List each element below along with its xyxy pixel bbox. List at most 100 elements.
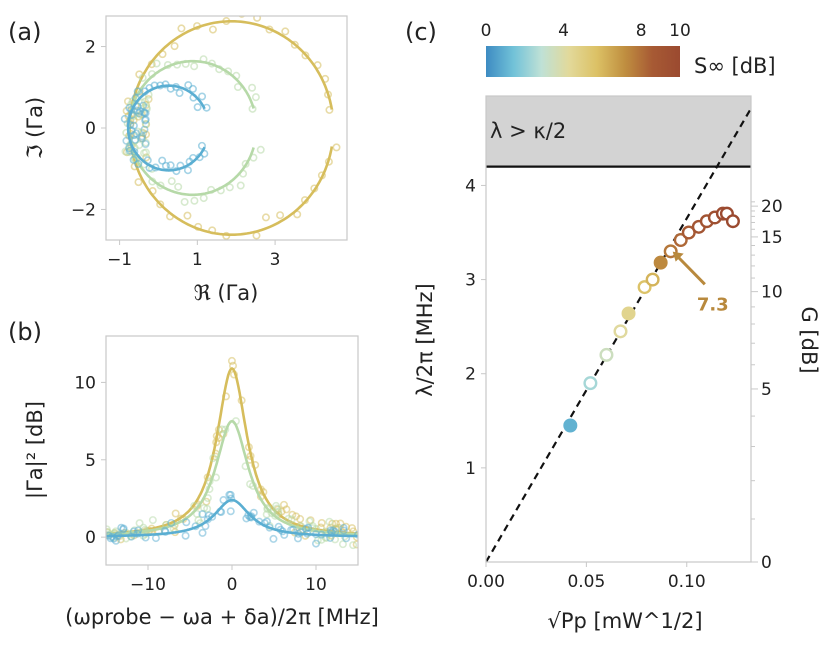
- panel-c-point: [583, 376, 598, 391]
- panel-a-marker: [177, 24, 186, 33]
- panel-a-marker: [261, 213, 270, 222]
- panel-a-marker: [239, 241, 245, 247]
- panel-a-fit-gold: [128, 20, 334, 236]
- panel-c-y2tick-label: 5: [761, 380, 772, 400]
- panel-c-point: [681, 225, 696, 240]
- panel-a-ytick-label: 0: [85, 119, 96, 139]
- panel-a-marker: [138, 73, 147, 82]
- panel-b-ytick-label: 10: [74, 373, 96, 393]
- panel-a-marker: [190, 62, 199, 71]
- panel-c-y2label: G [dB]: [797, 306, 821, 373]
- panel-c-point: [725, 214, 740, 229]
- panel-a-marker: [167, 177, 176, 186]
- panel-b-marker: [148, 516, 157, 525]
- panel-b-marker: [325, 517, 334, 526]
- panel-b-label: (b): [8, 318, 42, 346]
- panel-a-marker: [236, 181, 245, 190]
- panel-b-marker: [119, 524, 128, 533]
- panel-a-marker: [188, 84, 197, 93]
- panel-a-marker: [141, 140, 150, 149]
- panel-a-marker: [325, 105, 334, 114]
- panel-b-fit-blue: [106, 498, 358, 538]
- panel-a-ytick-label: 2: [85, 38, 96, 58]
- panel-c-xtick-label: 0.10: [668, 572, 706, 592]
- panel-a-marker: [184, 81, 193, 90]
- panel-b-marker: [271, 511, 280, 520]
- panel-a-xtick-label: 3: [270, 250, 281, 270]
- panel-b-xtick-label: 10: [305, 575, 327, 595]
- panel-b-marker: [329, 526, 338, 535]
- panel-b-marker: [349, 541, 358, 550]
- panel-a-marker: [174, 182, 183, 191]
- panel-b-marker: [226, 490, 235, 499]
- panel-c-ylabel: λ/2π [MHz]: [413, 283, 437, 397]
- panel-c-frame: [485, 95, 752, 563]
- panel-b-marker: [293, 534, 302, 543]
- threshold-region: [486, 96, 751, 167]
- panel-a-marker: [198, 92, 207, 101]
- linear-fit: [486, 106, 751, 562]
- panel-a-marker: [276, 211, 285, 220]
- panel-a-marker: [225, 183, 234, 192]
- panel-a-xtick-label: 1: [192, 250, 203, 270]
- panel-a-marker: [199, 194, 208, 203]
- panel-b-marker: [227, 356, 236, 365]
- panel-a-marker: [233, 83, 242, 92]
- panel-b-marker: [209, 454, 218, 463]
- panel-b-marker: [198, 510, 207, 519]
- panel-b-marker: [287, 515, 296, 524]
- panel-b-xtick-label: 0: [227, 575, 238, 595]
- panel-a-marker: [140, 125, 149, 134]
- panel-a-marker: [301, 51, 310, 60]
- colorbar-tick-label: 0: [481, 21, 492, 41]
- panel-c-y2tick-label: 20: [761, 197, 783, 217]
- panel-b-xtick-label: −10: [130, 575, 166, 595]
- panel-b-marker: [181, 531, 190, 540]
- colorbar-tick-label: 4: [558, 21, 569, 41]
- panel-c: (c) 0 4 8 10 S∞ [dB] 0.00 0.05 0.10 1 2 3 4 0 5 10 15…: [405, 18, 821, 633]
- panel-a-marker: [251, 93, 260, 102]
- panel-b-marker: [269, 534, 278, 543]
- panel-c-y2tick-label: 15: [761, 228, 783, 248]
- panel-a-marker: [141, 109, 150, 118]
- panel-b-marker: [284, 514, 293, 523]
- panel-a-marker: [156, 181, 165, 190]
- panel-a-marker: [134, 178, 143, 187]
- panel-a-marker: [180, 197, 189, 206]
- panel-b-marker: [302, 524, 311, 533]
- panel-a-marker: [134, 160, 143, 169]
- panel-b-marker: [282, 505, 291, 514]
- annotation-arrow: [676, 255, 706, 286]
- annotation-label: 7.3: [697, 294, 729, 315]
- threshold-label: λ > κ/2: [490, 119, 566, 143]
- panel-b-ylabel: |Γa|² [dB]: [23, 401, 48, 499]
- panel-c-point: [653, 255, 668, 270]
- panel-a-marker: [152, 59, 161, 68]
- panel-a: (a) −1 1 3 −2 0 2 ℜ (Γa) ℑ (Γa): [8, 15, 348, 305]
- panel-a-fit-blue: [126, 84, 206, 172]
- panel-b-marker: [226, 507, 235, 516]
- panel-c-xtick-label: 0.05: [567, 572, 605, 592]
- panel-c-point: [613, 324, 628, 339]
- panel-b-marker: [167, 518, 176, 527]
- panel-b-marker: [263, 505, 272, 514]
- panel-b-marker: [338, 540, 347, 549]
- panel-c-point: [599, 347, 614, 362]
- panel-b-marker: [227, 494, 236, 503]
- panel-b-marker: [182, 518, 191, 527]
- panel-a-marker: [183, 211, 192, 220]
- panel-b-marker: [339, 523, 348, 532]
- panel-a-marker: [183, 166, 192, 175]
- gain-annotation: 7.3: [672, 251, 729, 315]
- panel-a-marker: [253, 16, 262, 22]
- panel-c-y2tick-label: 10: [761, 283, 783, 303]
- colorbar-tick-label: 8: [636, 21, 647, 41]
- panel-b-marker: [171, 509, 180, 518]
- panel-a-marker: [170, 42, 179, 51]
- panel-b-marker: [296, 515, 305, 524]
- panel-a-marker: [256, 145, 265, 154]
- panel-c-label: (c): [405, 18, 437, 46]
- panel-c-ytick-label: 4: [465, 176, 476, 196]
- panel-a-marker: [141, 148, 150, 157]
- panel-c-point: [645, 272, 660, 287]
